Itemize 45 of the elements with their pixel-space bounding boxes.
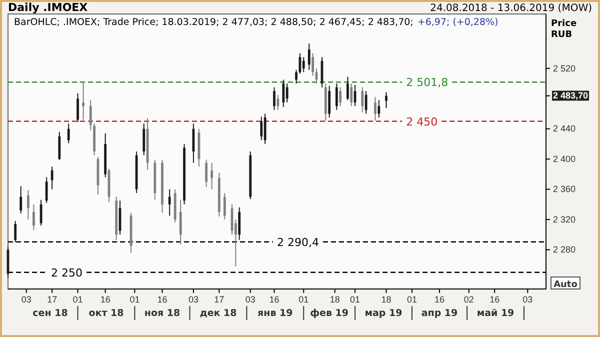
x-tick-label: 16 (434, 294, 445, 304)
x-tick-label: 01 (72, 294, 83, 304)
x-tick-label: 01 (130, 294, 140, 304)
x-tick-label: 16 (100, 294, 110, 304)
annotation: +6,97; (+0,28%) (417, 17, 498, 28)
chart-title: Daily .IMOEX (8, 1, 88, 14)
x-tick-label: 03 (188, 294, 198, 304)
text: мар 19 (364, 308, 402, 319)
ref-line-label: 2 290,4 (277, 236, 319, 249)
y-tick-label: 2 320 (553, 214, 576, 224)
x-tick-label: 16 (269, 294, 280, 304)
text: дек 18 (200, 308, 238, 319)
y-tick-label: 2 400 (553, 154, 576, 164)
chart-subtitle: 24.08.2018 - 13.06.2019 (MOW) (430, 3, 592, 14)
annotation: BarOHLC; .IMOEX; Trade Price; 18.03.2019; 2 477,03; 2 488,50; 2 467,45; 2 483,70; (14, 17, 414, 28)
x-tick-label: 17 (47, 294, 58, 304)
x-tick-label: 01 (406, 294, 417, 304)
auto-button: Auto (550, 276, 580, 290)
text: ноя 18 (144, 308, 180, 319)
y-tick-label: 2 280 (553, 244, 576, 255)
y-tick-label: 2 483,70 (553, 90, 588, 101)
x-tick-label: 16 (490, 294, 500, 304)
x-tick-label: 16 (157, 294, 168, 304)
x-tick-label: 01 (350, 294, 360, 304)
x-tick-label: 18 (381, 294, 392, 304)
ref-line-label: 2 450 (406, 115, 438, 128)
x-tick-label: 18 (330, 294, 340, 304)
text: май 19 (476, 308, 514, 319)
text: окт 18 (88, 308, 124, 319)
ref-line-label: 2 250 (51, 266, 83, 280)
y-tick-label: 2 520 (553, 63, 576, 74)
x-tick-label: 02 (464, 294, 474, 304)
ref-line-label: 2 501,8 (406, 76, 448, 90)
y-tick-label: 2 440 (553, 124, 576, 134)
x-tick-label: 03 (21, 294, 32, 304)
y-tick-label: 2 360 (553, 184, 576, 194)
y-axis-title: Price RUB (551, 19, 577, 40)
text: фев 19 (310, 308, 349, 319)
text: апр 19 (421, 308, 458, 319)
x-tick-label: 01 (298, 294, 309, 304)
text: янв 19 (258, 308, 293, 319)
text: сен 18 (32, 308, 68, 319)
x-tick-label: 17 (214, 294, 224, 304)
x-tick-label: 03 (245, 294, 256, 304)
x-tick-label: 03 (522, 294, 533, 304)
